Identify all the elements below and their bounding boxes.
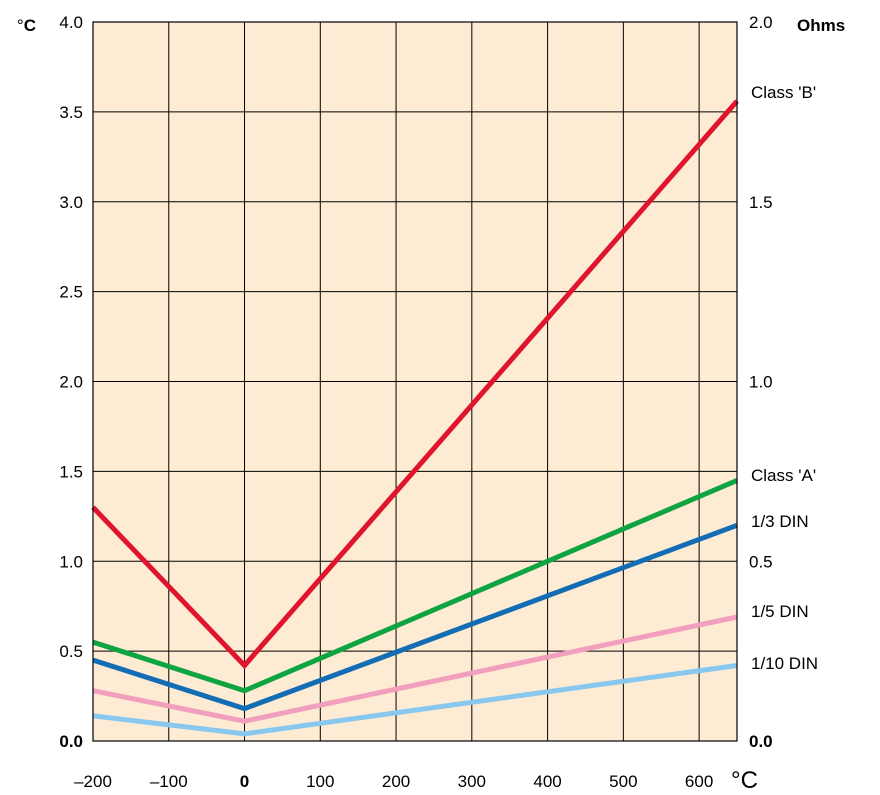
x-tick-label: 500	[609, 772, 637, 791]
x-axis-unit-label: °C	[731, 767, 758, 794]
y-right-tick-label: 0.5	[749, 552, 773, 571]
y-left-tick-labels: 0.0 0.5 1.0 1.5 2.0 2.5 3.0 3.5 4.0	[59, 13, 83, 751]
y-left-tick-label: 2.5	[59, 283, 83, 302]
series-label: 1/5 DIN	[751, 602, 809, 621]
series-label: Class 'B'	[751, 83, 816, 102]
series-line-class-b	[91, 99, 739, 670]
plot-frame	[92, 21, 738, 742]
x-tick-label: –100	[150, 772, 188, 791]
y-left-unit-label: °C	[17, 16, 36, 35]
y-left-tick-label: 0.0	[59, 732, 83, 751]
series-line-class-a	[92, 478, 738, 694]
y-left-tick-label: 2.0	[59, 373, 83, 392]
series-label: 1/3 DIN	[751, 512, 809, 531]
series-label: Class 'A'	[751, 466, 816, 485]
x-tick-label: 0	[240, 772, 249, 791]
y-right-tick-labels: 0.0 0.5 1.0 1.5 2.0	[749, 13, 773, 751]
series-line-1-5-din	[92, 614, 738, 724]
y-left-tick-label: 1.0	[59, 552, 83, 571]
x-tick-label: –200	[74, 772, 112, 791]
y-left-tick-label: 3.0	[59, 193, 83, 212]
y-right-tick-label: 0.0	[749, 732, 773, 751]
series-line-1-10-din	[92, 663, 738, 737]
series-label: 1/10 DIN	[751, 654, 818, 673]
y-right-tick-label: 2.0	[749, 13, 773, 32]
x-tick-label: 600	[685, 772, 713, 791]
y-left-tick-label: 1.5	[59, 462, 83, 481]
y-right-tick-label: 1.0	[749, 373, 773, 392]
y-left-tick-label: 0.5	[59, 642, 83, 661]
x-tick-labels: –200 –100 0 100 200 300 400 500 600	[74, 772, 713, 791]
y-left-tick-label: 4.0	[59, 13, 83, 32]
y-left-tick-label: 3.5	[59, 103, 83, 122]
x-tick-label: 200	[382, 772, 410, 791]
y-right-tick-label: 1.5	[749, 193, 773, 212]
y-right-unit-label: Ohms	[797, 16, 845, 35]
x-tick-label: 400	[533, 772, 561, 791]
series-line-1-3-din	[92, 522, 738, 712]
series-labels: Class 'B' Class 'A' 1/3 DIN 1/5 DIN 1/10 DIN	[751, 83, 818, 673]
x-tick-label: 100	[306, 772, 334, 791]
x-tick-label: 300	[458, 772, 486, 791]
series-lines	[91, 99, 739, 737]
